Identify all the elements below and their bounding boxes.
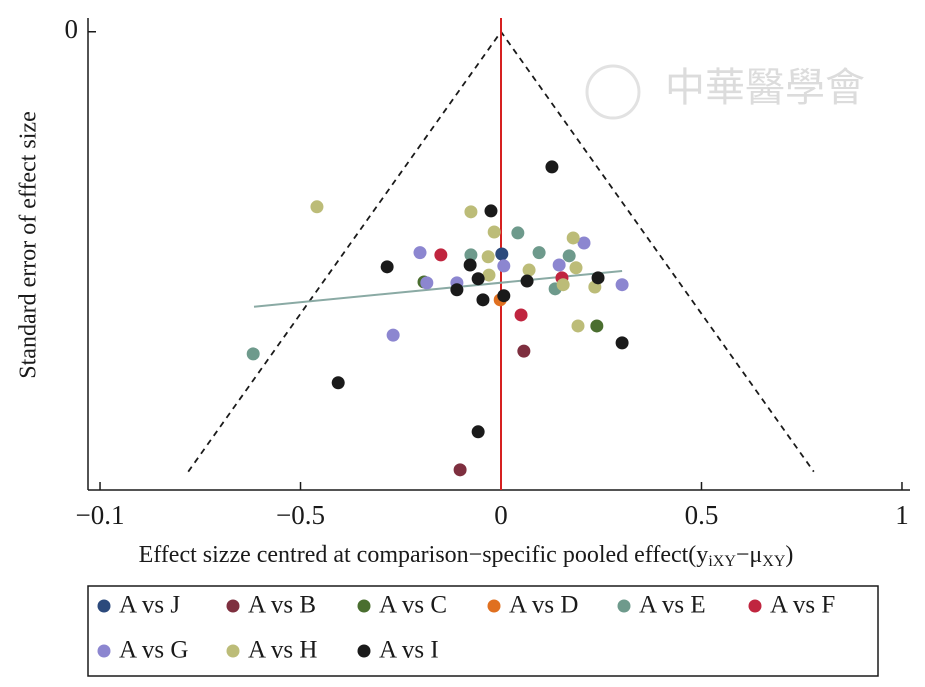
legend-marker <box>97 644 111 658</box>
point <box>495 247 509 261</box>
point <box>464 248 478 262</box>
legend-marker <box>97 599 111 613</box>
point <box>464 205 478 219</box>
point <box>386 328 400 342</box>
legend-label: A vs H <box>248 637 317 664</box>
point <box>552 258 566 272</box>
legend-marker <box>617 599 631 613</box>
point <box>471 272 485 286</box>
point <box>453 463 467 477</box>
point <box>577 236 591 250</box>
x-tick-label: 0.5 <box>685 500 719 530</box>
legend-label: A vs D <box>509 592 578 619</box>
x-tick-label: −0.1 <box>76 500 125 530</box>
point <box>497 289 511 303</box>
point <box>562 249 576 263</box>
point <box>463 258 477 272</box>
legend-label: A vs C <box>379 592 447 619</box>
y-tick-label: 0 <box>65 14 79 44</box>
y-axis-label: Standard error of effect size <box>16 111 42 378</box>
legend-label: A vs F <box>770 592 835 619</box>
point <box>571 319 585 333</box>
legend-marker <box>487 599 501 613</box>
point <box>434 248 448 262</box>
point <box>487 225 501 239</box>
x-tick-label: −0.5 <box>276 500 325 530</box>
legend-marker <box>226 599 240 613</box>
point <box>569 261 583 275</box>
legend-box <box>87 585 879 677</box>
x-axis-label: Effect sizze centred at comparison−speci… <box>139 542 794 570</box>
legend-marker <box>748 599 762 613</box>
point <box>450 283 464 297</box>
point <box>615 336 629 350</box>
point <box>380 260 394 274</box>
legend-marker <box>226 644 240 658</box>
point <box>517 344 531 358</box>
point <box>615 278 629 292</box>
watermark-logo <box>585 64 641 120</box>
legend-label: A vs J <box>119 592 180 619</box>
point <box>482 268 496 282</box>
point <box>331 376 345 390</box>
point <box>246 347 260 361</box>
point <box>522 263 536 277</box>
point <box>520 274 534 288</box>
x-tick-label: 1 <box>895 500 909 530</box>
legend-marker <box>357 599 371 613</box>
point <box>545 160 559 174</box>
point <box>481 250 495 264</box>
point <box>514 308 528 322</box>
point <box>566 231 580 245</box>
point <box>484 204 498 218</box>
point <box>590 319 604 333</box>
point <box>591 271 605 285</box>
legend-label: A vs B <box>248 592 316 619</box>
legend-marker <box>357 644 371 658</box>
point <box>471 425 485 439</box>
watermark: 中華醫學會 <box>665 65 865 110</box>
point <box>310 200 324 214</box>
point <box>476 293 490 307</box>
point <box>420 276 434 290</box>
x-tick-label: 0 <box>494 500 508 530</box>
point <box>511 226 525 240</box>
point <box>413 246 427 260</box>
legend-label: A vs E <box>639 592 706 619</box>
point <box>497 259 511 273</box>
point <box>556 278 570 292</box>
legend-label: A vs G <box>119 637 188 664</box>
point <box>532 246 546 260</box>
legend-label: A vs I <box>379 637 439 664</box>
